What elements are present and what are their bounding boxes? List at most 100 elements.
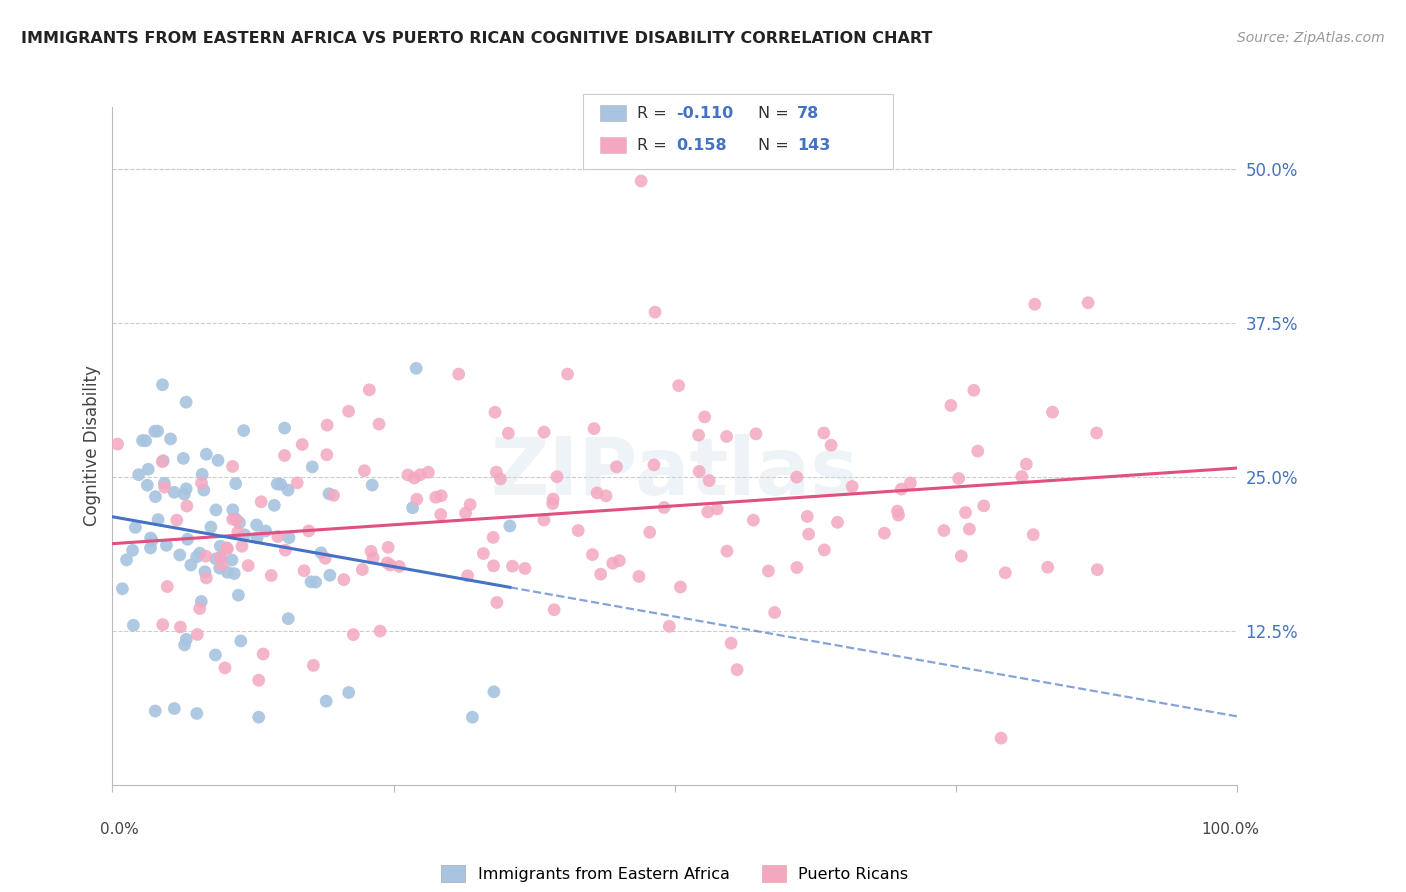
Point: [186, 706, 208, 721]
Point: [190, 475, 212, 490]
Point: [533, 425, 555, 439]
Point: [533, 513, 555, 527]
Point: [447, 367, 470, 381]
Point: [1024, 297, 1046, 311]
Point: [292, 564, 315, 578]
Point: [135, 434, 157, 448]
Point: [966, 444, 988, 458]
Point: [716, 429, 738, 443]
Point: [204, 551, 226, 566]
Point: [337, 404, 360, 418]
Point: [586, 486, 609, 500]
Point: [217, 566, 239, 580]
Point: [1085, 563, 1108, 577]
Point: [228, 516, 250, 530]
Point: [222, 503, 245, 517]
Point: [353, 464, 375, 478]
Point: [758, 564, 780, 578]
Point: [299, 574, 322, 589]
Point: [291, 437, 314, 451]
Point: [247, 710, 270, 724]
Point: [813, 425, 835, 440]
Point: [254, 524, 277, 538]
Point: [314, 551, 336, 566]
Point: [405, 361, 427, 376]
Point: [209, 550, 232, 565]
Point: [1022, 527, 1045, 541]
Text: N =: N =: [758, 138, 794, 153]
Point: [482, 685, 505, 699]
Point: [484, 405, 506, 419]
Point: [630, 174, 652, 188]
Point: [247, 673, 270, 688]
Point: [211, 558, 233, 572]
Point: [277, 483, 299, 497]
Text: R =: R =: [637, 106, 672, 120]
Point: [122, 618, 145, 632]
Point: [1042, 405, 1064, 419]
Point: [215, 541, 238, 555]
Point: [693, 409, 716, 424]
Point: [706, 502, 728, 516]
Point: [228, 588, 250, 602]
Point: [232, 424, 254, 438]
Point: [173, 487, 195, 501]
Point: [696, 505, 718, 519]
Point: [786, 470, 808, 484]
Point: [319, 568, 342, 582]
Point: [352, 563, 374, 577]
Point: [195, 571, 218, 585]
Point: [644, 305, 666, 319]
Point: [226, 525, 249, 540]
Point: [205, 503, 228, 517]
Point: [342, 627, 364, 641]
Point: [176, 499, 198, 513]
Point: [174, 482, 197, 496]
Point: [643, 458, 665, 472]
Point: [957, 522, 980, 536]
Point: [602, 556, 624, 570]
Legend: Immigrants from Eastern Africa, Puerto Ricans: Immigrants from Eastern Africa, Puerto R…: [441, 865, 908, 882]
Point: [1011, 469, 1033, 483]
Point: [156, 580, 179, 594]
Point: [900, 475, 922, 490]
Text: N =: N =: [758, 106, 794, 120]
Point: [208, 561, 231, 575]
Point: [302, 658, 325, 673]
Point: [221, 553, 243, 567]
Point: [401, 500, 423, 515]
Point: [725, 663, 748, 677]
Point: [939, 399, 962, 413]
Point: [225, 476, 247, 491]
Point: [820, 438, 842, 452]
Point: [186, 627, 208, 641]
Point: [207, 453, 229, 467]
Point: [217, 541, 239, 556]
Point: [250, 495, 273, 509]
Point: [176, 632, 198, 647]
Point: [166, 513, 188, 527]
Point: [485, 465, 508, 479]
Point: [146, 424, 169, 438]
Point: [139, 541, 162, 555]
Point: [716, 544, 738, 558]
Point: [796, 509, 818, 524]
Point: [652, 500, 675, 515]
Point: [270, 477, 292, 491]
Point: [143, 424, 166, 438]
Point: [146, 512, 169, 526]
Point: [361, 550, 384, 565]
Text: 100.0%: 100.0%: [1201, 822, 1260, 837]
Point: [973, 499, 995, 513]
Point: [499, 519, 522, 533]
Point: [224, 566, 246, 581]
Point: [315, 694, 337, 708]
Point: [191, 467, 214, 482]
Point: [1077, 295, 1099, 310]
Point: [252, 647, 274, 661]
Point: [482, 530, 505, 544]
Point: [501, 559, 523, 574]
Point: [274, 543, 297, 558]
Point: [886, 504, 908, 518]
Point: [948, 471, 970, 485]
